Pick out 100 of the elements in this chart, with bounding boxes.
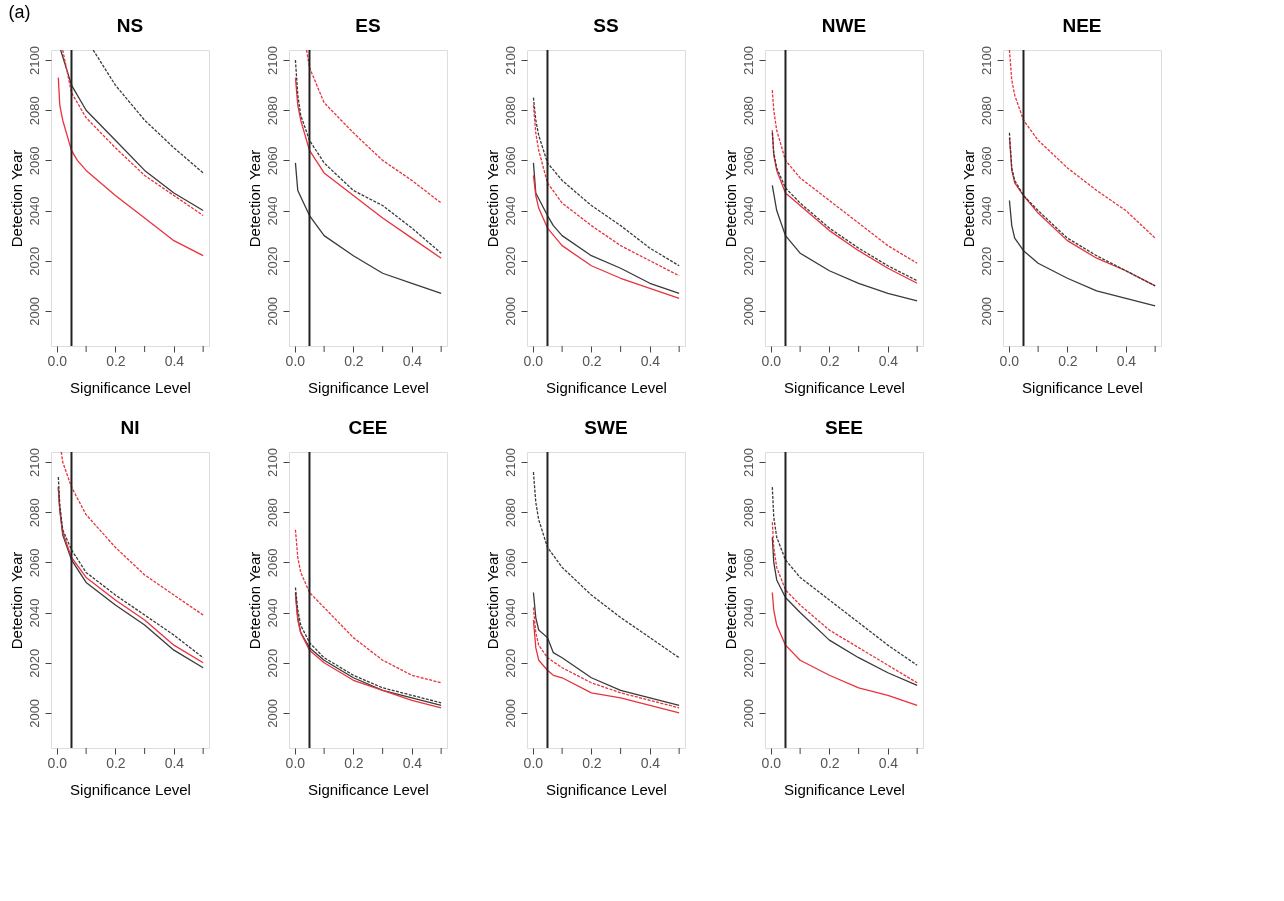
y-tick-label: 2100 xyxy=(26,448,42,477)
x-axis-title: Significance Level xyxy=(546,378,667,396)
x-axis-title: Significance Level xyxy=(784,378,905,396)
y-axis-title: Detection Year xyxy=(245,149,263,248)
y-tick-label: 2060 xyxy=(502,146,518,176)
x-tick-label: 0.4 xyxy=(640,754,661,771)
y-tick-label: 2080 xyxy=(26,96,42,126)
x-tick-label: 0.0 xyxy=(285,352,306,369)
x-tick-label: 0.0 xyxy=(761,352,782,369)
y-tick-label: 2060 xyxy=(740,146,756,176)
y-axis-title: Detection Year xyxy=(483,149,501,248)
y-tick-label: 2040 xyxy=(26,598,42,628)
y-tick-label: 2060 xyxy=(26,146,42,176)
y-tick-label: 2060 xyxy=(502,548,518,578)
x-tick-label: 0.4 xyxy=(164,352,185,369)
x-tick-label: 0.2 xyxy=(820,352,840,369)
x-tick-label: 0.2 xyxy=(1058,352,1078,369)
line-series xyxy=(771,89,918,264)
y-tick-label: 2020 xyxy=(502,648,518,678)
chart-title: CEE xyxy=(348,416,388,438)
y-tick-label: 2080 xyxy=(740,96,756,126)
y-tick-label: 2040 xyxy=(264,196,280,226)
line-series xyxy=(771,486,918,666)
x-tick-label: 0.0 xyxy=(761,754,782,771)
line-series xyxy=(771,184,918,302)
x-tick-label: 0.4 xyxy=(878,352,899,369)
x-axis-title: Significance Level xyxy=(70,780,191,798)
y-tick-label: 2100 xyxy=(264,448,280,477)
y-axis-title: Detection Year xyxy=(721,551,739,650)
y-tick-label: 2040 xyxy=(502,196,518,226)
x-tick-label: 0.0 xyxy=(47,352,68,369)
x-axis-title: Significance Level xyxy=(1022,378,1143,396)
y-tick-label: 2020 xyxy=(26,246,42,276)
x-axis-title: Significance Level xyxy=(70,378,191,396)
line-series xyxy=(294,162,442,294)
line-series xyxy=(1008,50,1156,239)
x-tick-label: 0.0 xyxy=(285,754,306,771)
y-tick-label: 2080 xyxy=(978,96,994,126)
y-tick-label: 2100 xyxy=(502,448,518,477)
y-tick-label: 2000 xyxy=(264,698,280,728)
y-tick-label: 2020 xyxy=(26,648,42,678)
y-axis-title: Detection Year xyxy=(245,551,263,650)
x-tick-label: 0.4 xyxy=(1116,352,1137,369)
y-tick-label: 2080 xyxy=(502,498,518,528)
y-tick-label: 2100 xyxy=(264,46,280,75)
y-tick-label: 2040 xyxy=(502,598,518,628)
y-tick-label: 2040 xyxy=(978,196,994,226)
x-axis-title: Significance Level xyxy=(784,780,905,798)
line-series xyxy=(771,591,918,707)
x-tick-label: 0.2 xyxy=(582,754,602,771)
line-series xyxy=(60,452,204,616)
x-axis-title: Significance Level xyxy=(308,780,429,798)
x-tick-label: 0.4 xyxy=(878,754,899,771)
x-tick-label: 0.4 xyxy=(640,352,661,369)
y-axis-title: Detection Year xyxy=(7,149,25,248)
y-tick-label: 2100 xyxy=(978,46,994,75)
y-tick-label: 2040 xyxy=(264,598,280,628)
text: (a) xyxy=(8,2,31,23)
y-tick-label: 2100 xyxy=(26,46,42,75)
y-tick-label: 2020 xyxy=(740,246,756,276)
x-tick-label: 0.2 xyxy=(582,352,602,369)
y-axis-title: Detection Year xyxy=(721,149,739,248)
x-tick-label: 0.0 xyxy=(47,754,68,771)
chart-title: SS xyxy=(593,14,619,36)
y-tick-label: 2000 xyxy=(502,698,518,728)
x-axis-title: Significance Level xyxy=(308,378,429,396)
x-axis-title: Significance Level xyxy=(546,780,667,798)
y-tick-label: 2060 xyxy=(264,548,280,578)
y-axis-title: Detection Year xyxy=(959,149,977,248)
y-tick-label: 2020 xyxy=(502,246,518,276)
chart-title: SWE xyxy=(584,416,628,438)
y-tick-label: 2060 xyxy=(264,146,280,176)
y-tick-label: 2080 xyxy=(264,96,280,126)
y-tick-label: 2000 xyxy=(26,296,42,326)
x-tick-label: 0.0 xyxy=(523,352,544,369)
line-series xyxy=(57,76,204,257)
y-tick-label: 2060 xyxy=(26,548,42,578)
y-tick-label: 2080 xyxy=(740,498,756,528)
chart-title: NWE xyxy=(821,14,867,36)
y-tick-label: 2040 xyxy=(740,598,756,628)
chart-title: SEE xyxy=(824,416,864,438)
y-tick-label: 2000 xyxy=(740,698,756,728)
y-tick-label: 2020 xyxy=(264,648,280,678)
x-tick-label: 0.2 xyxy=(820,754,840,771)
chart-title: ES xyxy=(355,14,381,36)
y-tick-label: 2000 xyxy=(502,296,518,326)
line-series xyxy=(305,50,442,204)
x-tick-label: 0.2 xyxy=(106,754,126,771)
x-tick-label: 0.4 xyxy=(402,352,423,369)
chart-title: NI xyxy=(120,416,140,438)
y-tick-label: 2060 xyxy=(978,146,994,176)
x-tick-label: 0.2 xyxy=(106,352,126,369)
x-tick-label: 0.4 xyxy=(402,754,423,771)
x-tick-label: 0.2 xyxy=(344,754,364,771)
y-tick-label: 2000 xyxy=(740,296,756,326)
x-tick-label: 0.4 xyxy=(164,754,185,771)
x-tick-label: 0.0 xyxy=(523,754,544,771)
y-tick-label: 2020 xyxy=(740,648,756,678)
y-tick-label: 2100 xyxy=(740,46,756,75)
y-tick-label: 2020 xyxy=(264,246,280,276)
